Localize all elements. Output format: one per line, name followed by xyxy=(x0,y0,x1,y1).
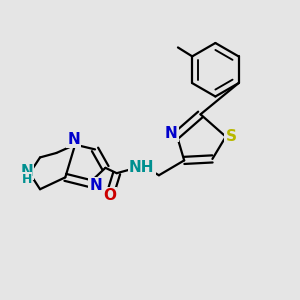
Text: N: N xyxy=(67,132,80,147)
Text: N: N xyxy=(165,126,178,141)
Text: H: H xyxy=(22,172,32,186)
Text: N: N xyxy=(89,178,102,193)
Text: NH: NH xyxy=(129,160,154,175)
Text: O: O xyxy=(103,188,116,203)
Text: N: N xyxy=(20,164,33,179)
Text: S: S xyxy=(226,128,237,143)
